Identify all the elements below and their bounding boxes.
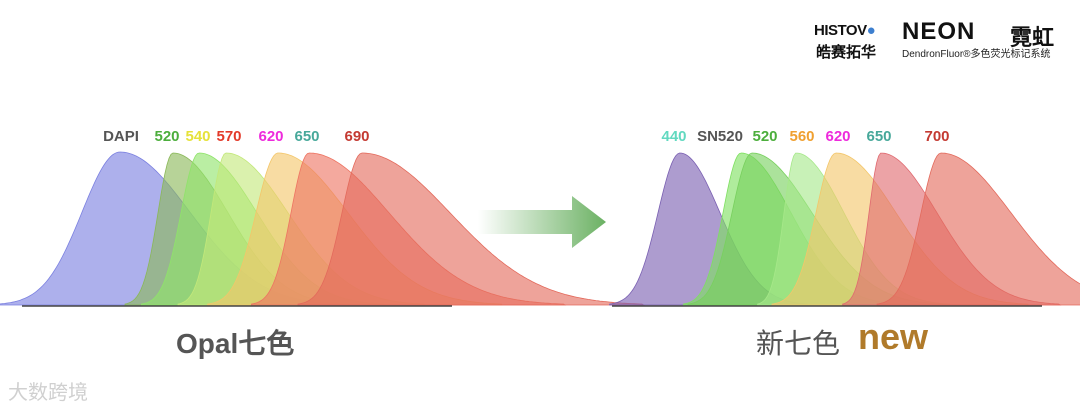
new-caption: 新七色 (756, 328, 841, 359)
transition-arrow (478, 196, 606, 248)
peak-label-440: 440 (661, 128, 686, 145)
peak-label-560: 560 (789, 128, 814, 145)
peak-label-sn520: SN520 (697, 128, 743, 145)
peak-label-520: 520 (752, 128, 777, 145)
new-badge: new (858, 316, 929, 357)
spectrum-peak-700 (876, 152, 1080, 306)
spectrum-peak-690 (297, 152, 645, 306)
peak-label-540: 540 (185, 128, 210, 145)
peak-label-650: 650 (294, 128, 319, 145)
neon-logo-subtitle: DendronFluor®多色荧光标记系统 (902, 49, 1051, 60)
opal-spectra-chart: DAPI 520 540 570 620 650 690 (0, 128, 645, 306)
peak-label-dapi: DAPI (103, 128, 139, 145)
neon-logo-cn: 霓虹 (1010, 25, 1055, 50)
histov-logo-cn: 皓赛拓华 (816, 44, 877, 61)
new-spectra-chart: 440 SN520 520 560 620 650 700 (609, 128, 1080, 306)
peak-label-690: 690 (344, 128, 369, 145)
peak-label-620: 620 (825, 128, 850, 145)
peak-label-700: 700 (924, 128, 949, 145)
watermark: 大数跨境 (8, 382, 88, 404)
opal-caption: Opal七色 (176, 328, 295, 359)
peak-label-650: 650 (866, 128, 891, 145)
histov-logo: HISTOV● (814, 22, 876, 39)
peak-label-620: 620 (258, 128, 283, 145)
peak-label-520: 520 (154, 128, 179, 145)
neon-logo: NEON (902, 18, 976, 45)
peak-label-570: 570 (216, 128, 241, 145)
